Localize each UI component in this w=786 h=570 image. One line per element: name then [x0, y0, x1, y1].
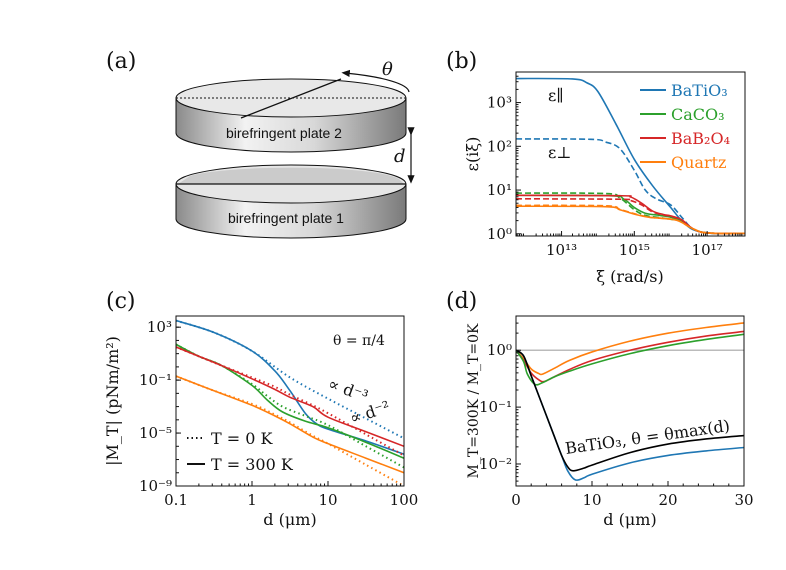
angle-label: θ	[382, 59, 393, 80]
annotation-d-minus-3: ∝ d⁻³	[326, 374, 371, 406]
plate-2: birefringent plate 2	[175, 78, 407, 153]
legend-label-caco3: CaCO₃	[671, 105, 725, 124]
x-tick-label: 0.1	[164, 491, 188, 509]
series-caco3-dotted	[176, 343, 404, 469]
x-tick-label: 30	[734, 491, 753, 509]
panel-label-a: (a)	[106, 49, 136, 74]
x-tick-label: 10	[582, 491, 601, 509]
y-tick-label: 10⁻²	[479, 455, 512, 473]
rotation-arrow-icon	[341, 69, 410, 93]
series-quartz-dotted	[176, 375, 404, 486]
series-quartz-solid	[516, 205, 745, 235]
chart-b-ylabel: ε(iξ)	[463, 137, 482, 172]
panel-label-d: (d)	[446, 289, 477, 314]
chart-c: d (μm) |M_T| (pNm/m²) θ = π/4 ∝ d⁻³ ∝ d⁻…	[103, 315, 419, 529]
y-tick-label: 10⁻⁹	[139, 477, 172, 495]
optic-axis-line	[240, 78, 342, 119]
y-tick-label: 10⁻¹	[479, 398, 512, 416]
series-caco3-solid	[516, 333, 744, 386]
y-tick-label: 10⁰	[487, 225, 512, 243]
panel-label-b: (b)	[446, 49, 477, 74]
panel-label-c: (c)	[106, 289, 136, 314]
chart-c-ylabel: |M_T| (pNm/m²)	[103, 336, 122, 466]
chart-b-xlabel: ξ (rad/s)	[596, 267, 663, 286]
series-batio3_theta_max-solid	[516, 349, 744, 472]
x-tick-label: 0	[511, 491, 521, 509]
x-tick-label: 10	[318, 491, 337, 509]
y-tick-label: 10³	[487, 94, 512, 112]
plot-area	[516, 322, 744, 481]
chart-c-xlabel: d (μm)	[263, 510, 316, 529]
legend-label-quartz: Quartz	[671, 153, 726, 172]
annotation-eps-perp: ε⊥	[548, 143, 571, 162]
y-tick-label: 10²	[487, 137, 512, 155]
x-tick-label: 1	[247, 491, 257, 509]
axes-frame	[175, 315, 405, 487]
gap-label: d	[394, 146, 406, 167]
series-quartz-dashed	[516, 204, 745, 235]
legend-label-t0: T = 0 K	[211, 429, 274, 448]
plate-1: birefringent plate 1	[175, 164, 407, 239]
annotation-theta: θ = π/4	[333, 333, 385, 349]
series-bab2o4-solid	[176, 346, 404, 448]
chart-b: ξ (rad/s) ε(iξ) ε∥ ε⊥ BaTiO₃ CaCO₃ BaB₂O…	[463, 71, 746, 286]
x-tick-label: 100	[390, 491, 419, 509]
plate-2-label: birefringent plate 2	[226, 125, 342, 141]
legend-label-bab2o4: BaB₂O₄	[671, 129, 730, 148]
chart-d: d (μm) M_T=300K / M_T=0K BaTiO₃, θ = θma…	[466, 315, 754, 529]
x-tick-label: 10¹⁵	[619, 241, 650, 259]
x-tick-label: 20	[658, 491, 677, 509]
y-tick-label: 10⁰	[487, 341, 512, 359]
y-tick-label: 10⁻¹	[139, 371, 172, 389]
plot-area	[176, 319, 404, 486]
y-tick-label: 10¹	[487, 181, 512, 199]
legend-label-batio3: BaTiO₃	[671, 81, 728, 100]
axes-frame	[515, 315, 745, 487]
legend-label-t300: T = 300 K	[211, 455, 294, 474]
series-quartz-solid	[516, 322, 744, 376]
schematic-diagram: birefringent plate 2 birefringent plate …	[175, 59, 415, 239]
x-tick-label: 10¹³	[546, 241, 577, 259]
chart-d-ylabel: M_T=300K / M_T=0K	[466, 323, 482, 479]
chart-c-legend: T = 0 K T = 300 K	[187, 429, 294, 474]
x-tick-label: 10¹⁷	[692, 241, 723, 259]
y-tick-label: 10³	[147, 318, 172, 336]
y-tick-label: 10⁻⁵	[139, 424, 172, 442]
annotation-eps-parallel: ε∥	[548, 86, 564, 105]
plate-1-label: birefringent plate 1	[228, 210, 344, 226]
chart-b-legend: BaTiO₃ CaCO₃ BaB₂O₄ Quartz	[640, 81, 730, 172]
chart-d-xlabel: d (μm)	[603, 510, 656, 529]
